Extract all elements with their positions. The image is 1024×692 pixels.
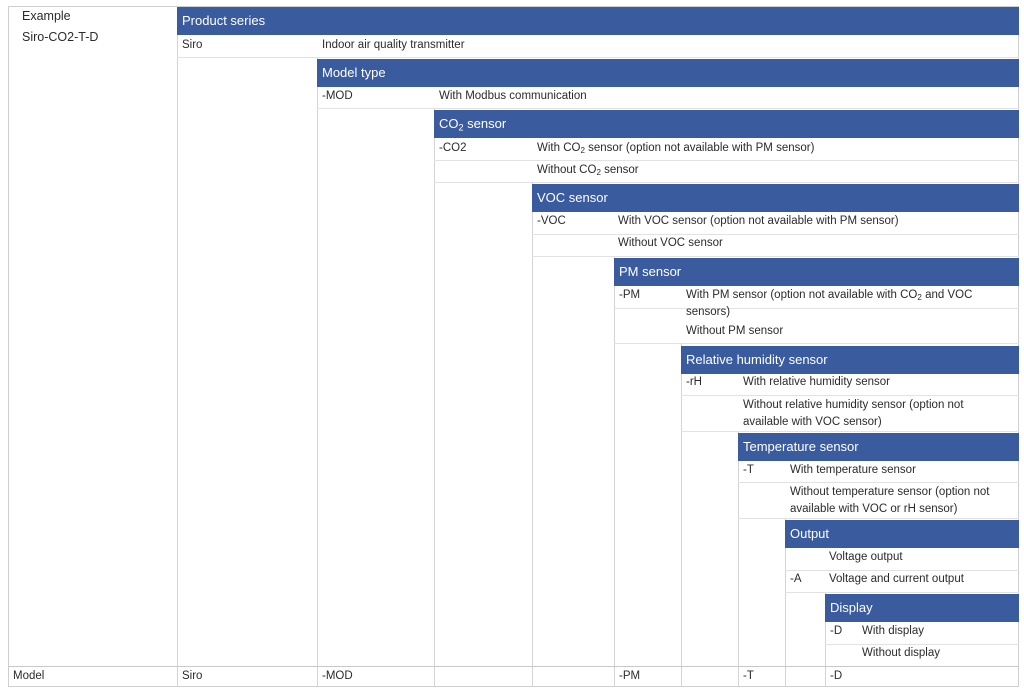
row-divider (738, 518, 1019, 519)
row-divider (532, 234, 1019, 235)
option-desc: Without CO2 sensor (537, 164, 639, 177)
option-desc: Without VOC sensor (618, 237, 723, 249)
column-divider (177, 6, 178, 687)
row-divider (434, 160, 1019, 161)
model-value: Siro (182, 670, 203, 682)
row-divider (317, 108, 1019, 109)
option-desc: Without display (862, 647, 940, 659)
example-label: Example (22, 9, 71, 23)
row-divider (785, 570, 1019, 571)
column-divider (681, 344, 682, 687)
option-code: -PM (619, 289, 641, 301)
model-row (8, 666, 1019, 688)
column-divider (532, 183, 533, 687)
model-value: -D (830, 670, 843, 682)
column-divider (614, 257, 615, 687)
option-desc: With PM sensor (option not available wit… (686, 289, 973, 318)
section-header-temperature-sensor: Temperature sensor (738, 433, 1019, 461)
option-code: Siro (182, 39, 203, 51)
option-desc: With VOC sensor (option not available wi… (618, 215, 899, 227)
row-divider (614, 308, 1019, 309)
option-code: -T (743, 464, 754, 476)
column-divider (434, 109, 435, 687)
row-divider (681, 395, 1019, 396)
option-desc: Voltage output (829, 551, 903, 563)
option-code: -D (830, 625, 843, 637)
column-divider (738, 432, 739, 687)
row-divider (738, 482, 1019, 483)
model-value: -T (743, 670, 754, 682)
row-divider (434, 182, 1019, 183)
row-divider (825, 644, 1019, 645)
section-header-model-type: Model type (317, 59, 1019, 87)
option-desc: With Modbus communication (439, 90, 587, 102)
row-divider (177, 57, 1019, 58)
option-desc: With relative humidity sensor (743, 376, 890, 388)
option-desc: Voltage and current output (829, 573, 964, 585)
option-desc: With temperature sensor (790, 464, 916, 476)
model-value: -MOD (322, 670, 353, 682)
option-desc: Without PM sensor (686, 325, 784, 337)
row-divider (785, 592, 1019, 593)
option-code: -A (790, 573, 802, 585)
row-divider (681, 431, 1019, 432)
section-header-voc-sensor: VOC sensor (532, 184, 1019, 212)
option-desc: With CO2 sensor (option not available wi… (537, 142, 815, 155)
example-code: Siro-CO2-T-D (22, 30, 99, 44)
option-desc: Indoor air quality transmitter (322, 39, 465, 51)
option-desc: With display (862, 625, 924, 637)
option-code: -CO2 (439, 142, 467, 154)
section-header-co2-sensor: CO2 sensor (434, 110, 1019, 138)
option-code: -rH (686, 376, 702, 388)
section-header-product-series: Product series (177, 7, 1019, 35)
option-desc: Without relative humidity sensor (option… (743, 399, 964, 428)
column-divider (785, 519, 786, 687)
column-divider (317, 58, 318, 687)
model-value: -PM (619, 670, 641, 682)
option-code: -MOD (322, 90, 353, 102)
section-header-output: Output (785, 520, 1019, 548)
option-desc: Without temperature sensor (option not a… (790, 486, 990, 515)
column-divider (825, 593, 826, 687)
option-code: -VOC (537, 215, 566, 227)
section-header-pm-sensor: PM sensor (614, 258, 1019, 286)
section-header-display: Display (825, 594, 1019, 622)
section-header-rh-sensor: Relative humidity sensor (681, 346, 1019, 374)
model-label: Model (13, 670, 45, 682)
row-divider (532, 256, 1019, 257)
row-divider (614, 343, 1019, 344)
